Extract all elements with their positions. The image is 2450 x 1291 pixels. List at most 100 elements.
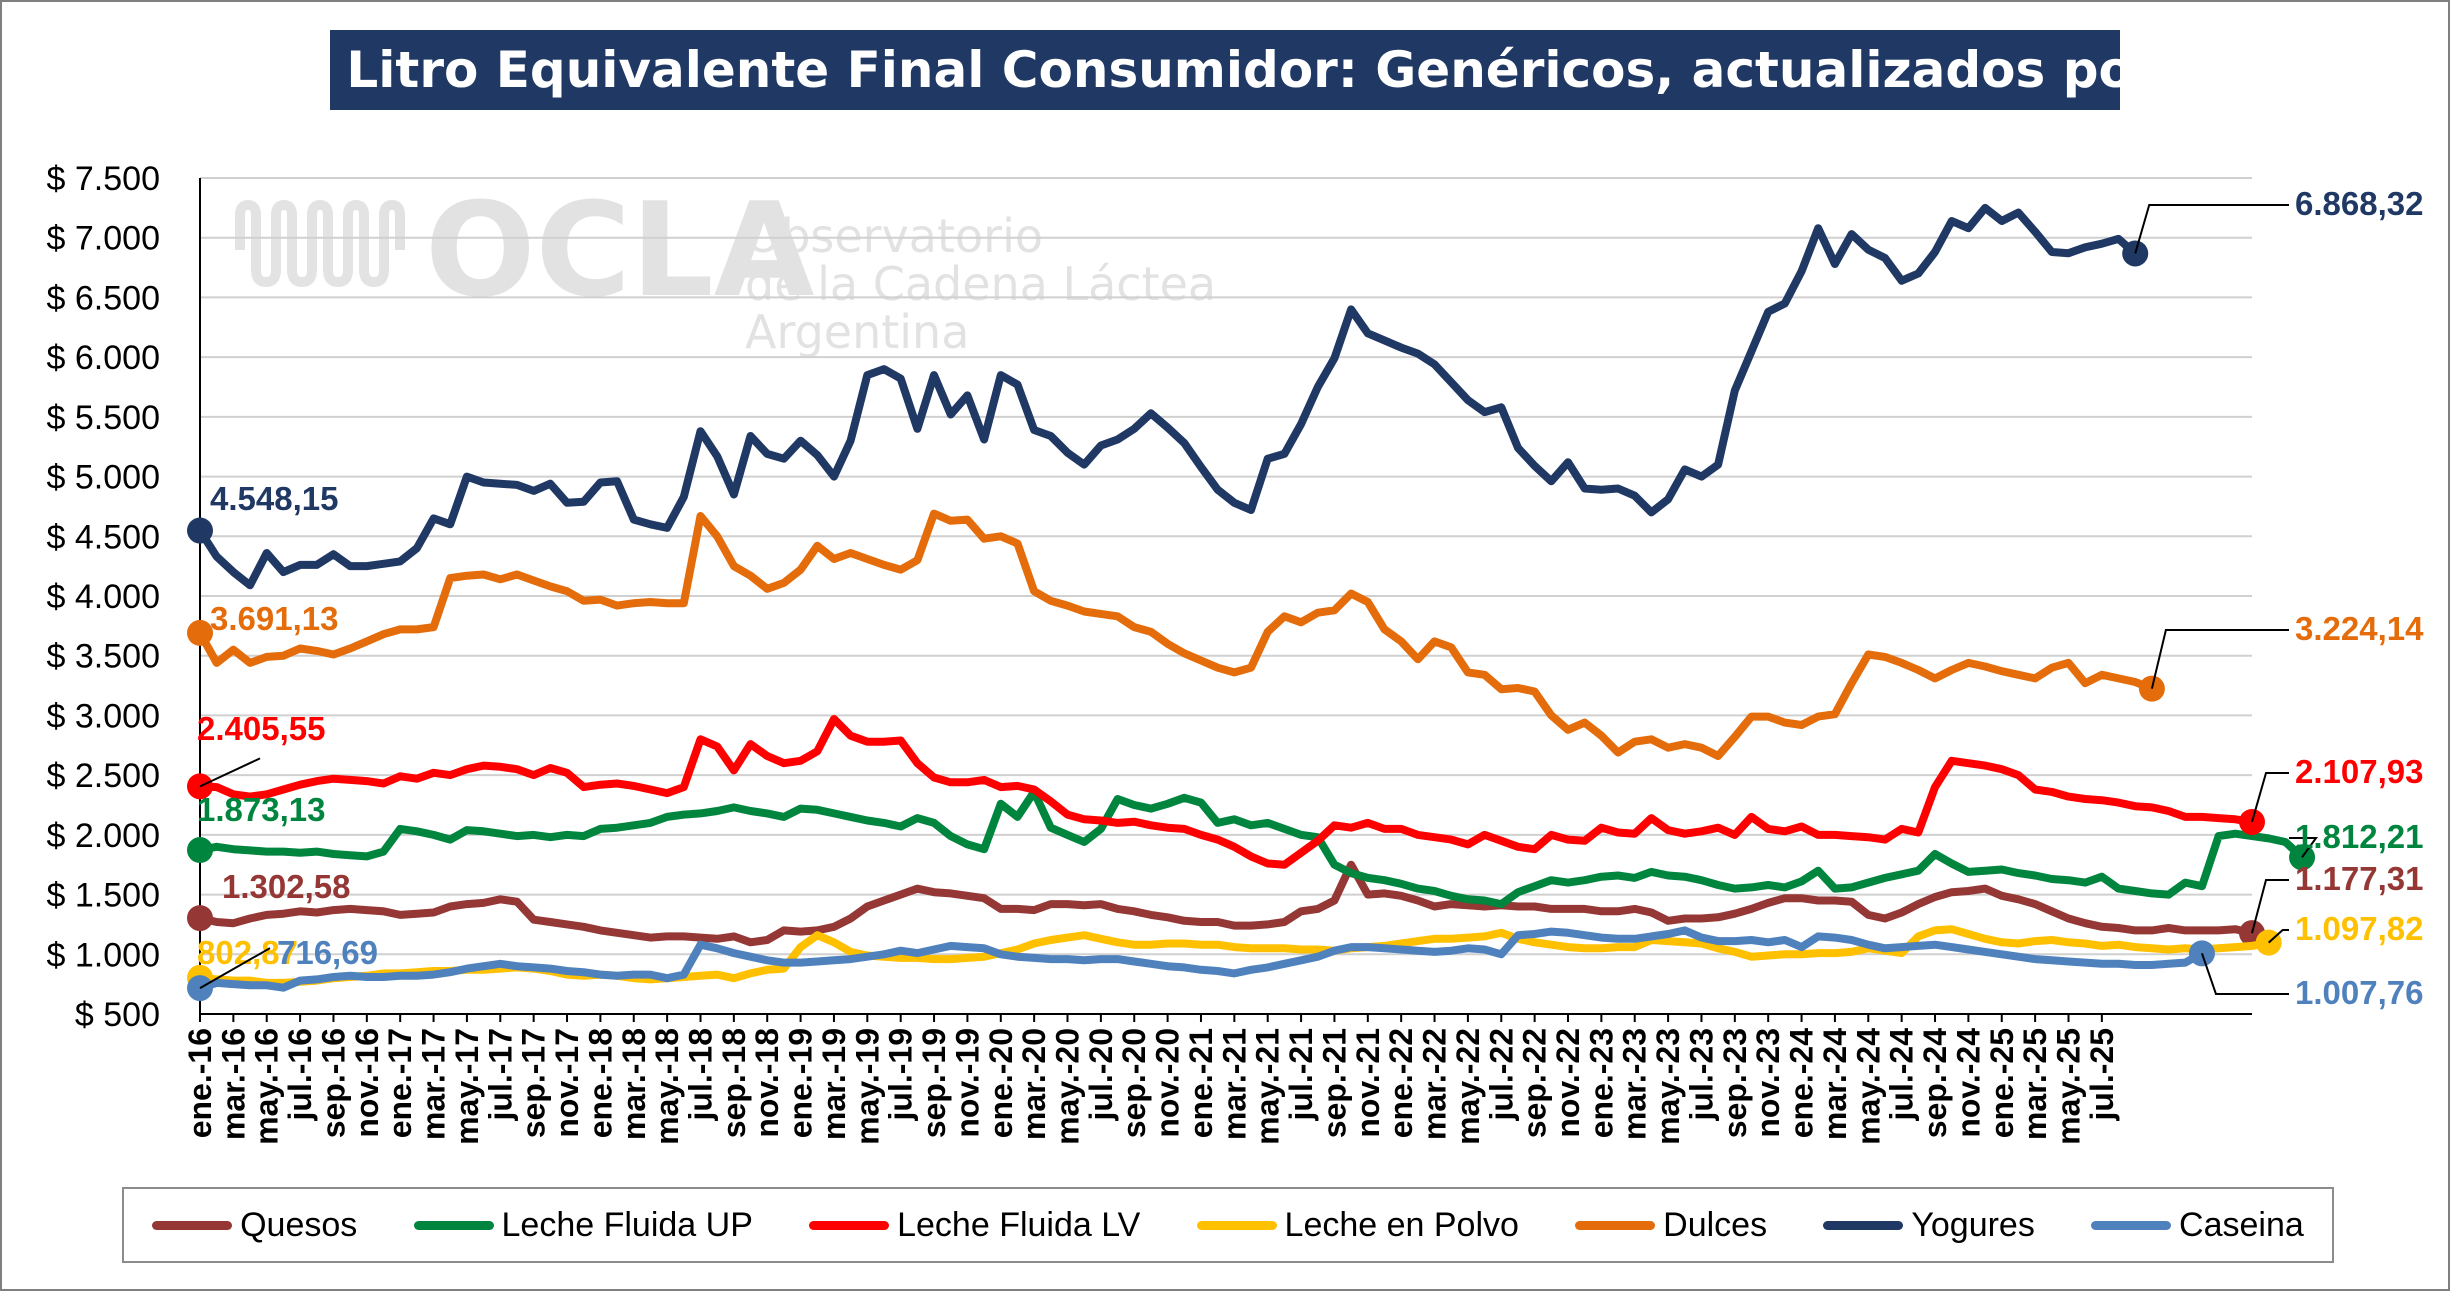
legend-item-yogures: Yogures (1823, 1206, 2035, 1245)
end-label-leche-fluida-lv: 2.107,93 (2295, 753, 2423, 790)
x-tick-label: may.-20 (1050, 1028, 1086, 1145)
watermark-line-2: de la Cadena Láctea (745, 257, 1216, 311)
y-tick-label: $ 3.000 (47, 697, 160, 735)
legend-label: Leche Fluida UP (501, 1205, 753, 1244)
y-tick-label: $ 1.500 (47, 877, 160, 915)
x-tick-label: mar.-22 (1417, 1028, 1453, 1140)
y-tick-label: $ 4.500 (47, 518, 160, 556)
y-tick-label: $ 7.000 (47, 220, 160, 258)
y-tick-label: $ 5.500 (47, 399, 160, 437)
series-line-caseina (196, 926, 2206, 993)
x-tick-label: nov.-19 (949, 1028, 985, 1138)
leader-line-dulces (2150, 629, 2289, 689)
x-tick-label: mar.-25 (2017, 1028, 2053, 1140)
legend-swatch (413, 1220, 494, 1230)
start-marker-dulces (187, 619, 213, 646)
y-axis: $ 500 $ 1.000 $ 1.500 $ 2.000 $ 2.500 $ 3.000… (47, 160, 201, 1034)
x-tick-label: nov.-23 (1750, 1028, 1786, 1138)
ocla-logo-waves (235, 199, 405, 288)
x-tick-label: ene.-24 (1784, 1028, 1820, 1138)
x-tick-label: jul.-22 (1483, 1028, 1519, 1121)
legend-label: Leche Fluida LV (897, 1205, 1141, 1244)
x-tick-label: sep.-21 (1316, 1028, 1352, 1138)
y-tick-label: $ 6.000 (47, 339, 160, 377)
x-tick-label: nov.-24 (1950, 1028, 1986, 1138)
y-tick-label: $ 4.000 (47, 578, 160, 616)
x-tick-label: mar.-17 (416, 1028, 452, 1140)
x-tick-label: may.-16 (249, 1028, 285, 1145)
x-tick-label: ene.-25 (1984, 1028, 2020, 1138)
start-label-quesos: 1.302,58 (222, 868, 350, 905)
x-tick-label: may.-23 (1650, 1028, 1686, 1145)
series-line-dulces (196, 509, 2156, 760)
x-tick-label: ene.-21 (1183, 1028, 1219, 1138)
ocla-logo-text: OCLA (425, 174, 814, 326)
start-marker-quesos (187, 905, 213, 932)
y-tick-label: $ 6.500 (47, 279, 160, 317)
x-tick-label: may.-25 (2050, 1028, 2086, 1145)
x-tick-label: may.-22 (1450, 1028, 1486, 1145)
leader-line-leche-fluida-lv (2251, 772, 2289, 823)
legend-swatch (1196, 1220, 1277, 1230)
y-tick-label: $ 500 (75, 996, 160, 1034)
x-tick-label: may.-24 (1850, 1028, 1886, 1145)
x-tick-label: jul.-19 (883, 1028, 919, 1121)
x-tick-label: ene.-22 (1383, 1028, 1419, 1138)
legend-label: Yogures (1911, 1205, 2035, 1244)
line-chart: OCLA Observatorio de la Cadena Láctea Ar… (47, 160, 2425, 1145)
series-line-leche-fluida-lv (196, 715, 2256, 869)
leader-line-caseina (2201, 953, 2289, 995)
leader-line-quesos (2251, 879, 2289, 934)
y-tick-label: $ 1.000 (47, 936, 160, 974)
legend-swatch (809, 1220, 890, 1230)
x-tick-label: may.-17 (449, 1028, 485, 1145)
x-tick-label: nov.-22 (1550, 1028, 1586, 1138)
y-tick-label: $ 2.000 (47, 817, 160, 855)
x-tick-label: sep.-19 (916, 1028, 952, 1138)
legend-item-dulces: Dulces (1575, 1206, 1767, 1245)
x-tick-label: nov.-17 (549, 1028, 585, 1138)
x-tick-label: mar.-18 (616, 1028, 652, 1140)
x-tick-label: mar.-19 (816, 1028, 852, 1140)
x-axis: ene.-16mar.-16may.-16jul.-16sep.-16nov.-… (182, 1013, 2252, 1145)
start-marker-yogures (187, 517, 213, 544)
x-tick-label: mar.-16 (215, 1028, 251, 1140)
end-label-leche-fluida-up: 1.812,21 (2295, 818, 2423, 855)
x-tick-label: mar.-20 (1016, 1028, 1052, 1140)
chart-title-box: Valor Litro Equivalente Final Consumidor… (183, 30, 2267, 110)
ocla-watermark: OCLA Observatorio de la Cadena Láctea Ar… (235, 174, 1216, 359)
x-tick-label: sep.-22 (1517, 1028, 1553, 1138)
x-tick-label: sep.-16 (315, 1028, 351, 1138)
x-tick-label: ene.-17 (382, 1028, 418, 1138)
x-tick-label: jul.-20 (1083, 1028, 1119, 1121)
leader-line-start-caseina (199, 947, 271, 989)
x-tick-label: mar.-23 (1617, 1028, 1653, 1140)
legend-swatch (1823, 1220, 1904, 1230)
x-tick-label: sep.-23 (1717, 1028, 1753, 1138)
x-tick-label: mar.-21 (1216, 1028, 1252, 1140)
x-tick-label: sep.-17 (516, 1028, 552, 1138)
series-line-leche-fluida-up (196, 787, 2306, 909)
legend: Quesos Leche Fluida UP Leche Fluida LV Lech… (122, 1187, 2334, 1263)
start-label-yogures: 4.548,15 (210, 480, 338, 517)
series-layer (187, 203, 2316, 1002)
x-tick-label: jul.-18 (682, 1028, 718, 1121)
x-tick-label: ene.-18 (582, 1028, 618, 1138)
x-tick-label: nov.-18 (749, 1028, 785, 1138)
x-tick-label: sep.-18 (716, 1028, 752, 1138)
end-label-yogures: 6.868,32 (2295, 185, 2423, 222)
x-tick-label: jul.-21 (1283, 1028, 1319, 1121)
x-tick-label: jul.-24 (1884, 1028, 1920, 1122)
watermark-line-3: Argentina (745, 305, 969, 359)
end-label-leche-en-polvo: 1.097,82 (2295, 910, 2423, 947)
value-annotations: 1.302,58 1.177,31 1.873,13 1.812,21 2.405,55… (197, 185, 2424, 1011)
watermark-line-1: Observatorio (745, 209, 1043, 263)
legend-item-leche-en-polvo: Leche en Polvo (1196, 1206, 1519, 1245)
legend-label: Quesos (240, 1205, 358, 1244)
leader-line-start-leche-fluida-lv (199, 757, 261, 788)
end-label-quesos: 1.177,31 (2295, 860, 2423, 897)
x-tick-label: ene.-19 (783, 1028, 819, 1138)
start-label-leche-fluida-lv: 2.405,55 (197, 710, 325, 747)
x-tick-label: nov.-20 (1150, 1028, 1186, 1138)
legend-item-leche-fluida-up: Leche Fluida UP (413, 1205, 753, 1245)
